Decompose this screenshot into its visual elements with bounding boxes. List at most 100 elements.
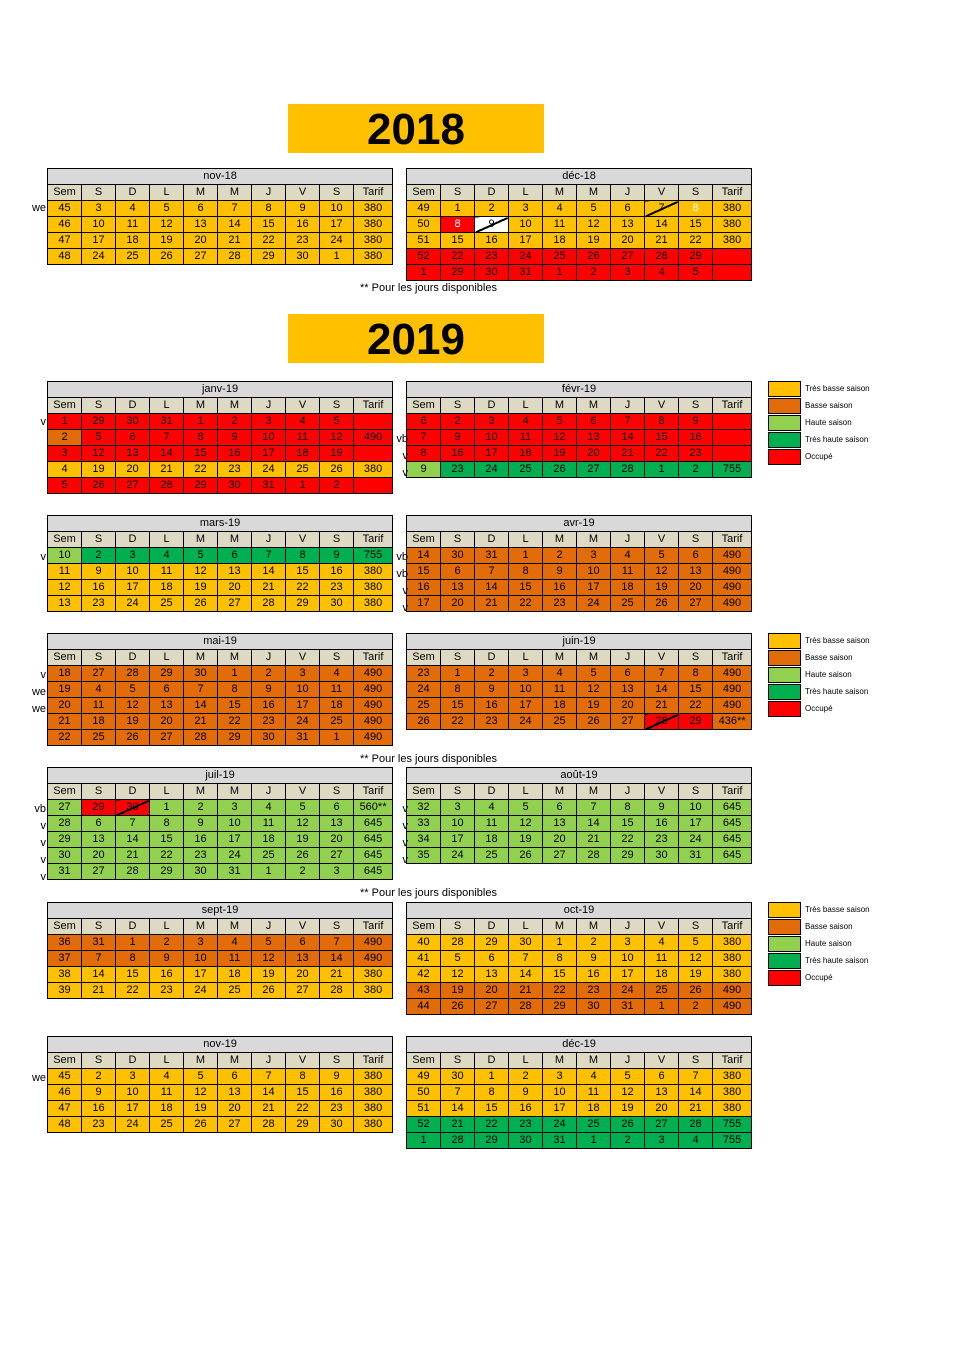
day-cell: 30 [440,547,475,564]
day-cell: 4 [610,547,645,564]
column-header: J [251,649,286,666]
day-cell: 31 [149,413,184,430]
day-cell: 16 [576,966,611,983]
month-title: nov-19 [46,1036,394,1053]
day-cell: 18 [474,831,509,848]
day-cell: 3 [81,200,116,217]
day-cell: 3 [440,799,475,816]
tarif-cell [352,413,394,430]
day-cell: 18 [644,966,679,983]
day-cell: 14 [508,966,543,983]
calendar-table: avr-19 Sem S D L M M J V S Tarif 14 30 31 1 2 3 4 5 6 490 15 6… [406,515,752,612]
day-cell: 12 [610,1084,645,1101]
legend-swatch [768,398,801,414]
day-cell: 31 [474,547,509,564]
tarif-cell: 645 [711,831,753,848]
week-number-cell: 32 [406,799,441,816]
column-header: J [251,397,286,414]
column-header: L [508,783,543,800]
column-header-row: Sem S D L M M J V S Tarif [406,918,753,935]
day-cell: 21 [115,847,150,864]
tarif-cell: 490 [352,429,394,446]
week-number-cell: 44 [406,998,441,1015]
legend-item: Occupé [768,449,888,466]
legend-label: Très haute saison [805,687,869,696]
day-cell: 21 [644,697,679,714]
legend-label: Haute saison [805,418,852,427]
day-cell: 8 [251,200,286,217]
side-labels: v [22,549,47,617]
legend-swatch [768,684,801,700]
column-header: J [610,397,645,414]
day-cell: 5 [440,950,475,967]
column-header: V [285,397,320,414]
day-cell: 7 [183,681,218,698]
day-cell: 17 [81,232,116,249]
side-label: v [402,837,409,849]
side-label [22,1104,46,1121]
day-cell: 3 [183,934,218,951]
day-cell: 3 [474,413,509,430]
day-cell: 10 [474,429,509,446]
tarif-cell: 755 [711,1132,753,1149]
column-header: Sem [406,783,441,800]
tarif-cell: 380 [711,950,753,967]
column-header: V [644,531,679,548]
legend: Très basse saison Basse saison Haute saiso… [768,633,888,718]
tarif-cell: 490 [712,595,752,612]
day-cell: 29 [285,595,320,612]
day-cell: 8 [149,815,184,832]
side-label: v [40,854,47,866]
week-row: 4 19 20 21 22 23 24 25 26 380 [47,461,394,478]
legend-label: Occupé [805,452,833,461]
day-cell: 26 [644,595,679,612]
tarif-cell: 380 [711,232,753,249]
day-cell: 21 [149,461,184,478]
side-label [22,566,46,583]
day-cell: 12 [183,1084,218,1101]
column-header: Tarif [711,397,753,414]
week-row: 36 31 1 2 3 4 5 6 7 490 [47,934,394,951]
day-cell: 11 [508,429,543,446]
day-cell: 15 [149,831,184,848]
day-cell: 11 [542,216,577,233]
day-cell: 22 [678,232,713,249]
day-cell: 12 [251,950,286,967]
tarif-cell: 645 [711,847,753,864]
month-title: déc-19 [405,1036,753,1053]
tarif-cell [711,264,753,281]
day-cell: 29 [217,729,252,746]
day-cell: 14 [319,950,354,967]
day-cell: 30 [217,477,252,494]
day-cell: 26 [183,1116,218,1133]
day-cell: 20 [440,595,475,612]
side-label: vb [396,433,408,445]
day-cell: 16 [319,1084,354,1101]
legend-item: Très haute saison [768,953,888,970]
column-header: M [576,918,611,935]
legend-label: Très haute saison [805,956,869,965]
legend-label: Occupé [805,973,833,982]
day-cell: 6 [576,413,611,430]
column-header: L [149,184,184,201]
calendar-dec-19: déc-19 Sem S D L M M J V S Tarif 49 30 1 2 3 4 5 6 7 380 50 7 8… [405,1036,753,1149]
day-cell: 23 [644,831,679,848]
column-header: Tarif [711,918,753,935]
day-cell: 30 [319,595,354,612]
column-header: V [644,184,679,201]
day-cell: 16 [508,1100,543,1117]
column-header-row: Sem S D L M M J V S Tarif [47,1052,394,1069]
day-cell: 15 [115,966,150,983]
day-cell: 25 [81,729,116,746]
month-title: mai-19 [46,633,394,650]
day-cell: 22 [542,982,577,999]
column-header: D [115,531,150,548]
column-header: S [319,783,354,800]
day-cell: 17 [678,815,713,832]
day-cell: 27 [183,248,218,265]
day-cell: 29 [149,665,184,682]
day-cell: 8 [678,200,713,217]
day-cell: 9 [678,413,713,430]
legend-label: Très basse saison [805,384,870,393]
legend-item: Très basse saison [768,381,888,398]
